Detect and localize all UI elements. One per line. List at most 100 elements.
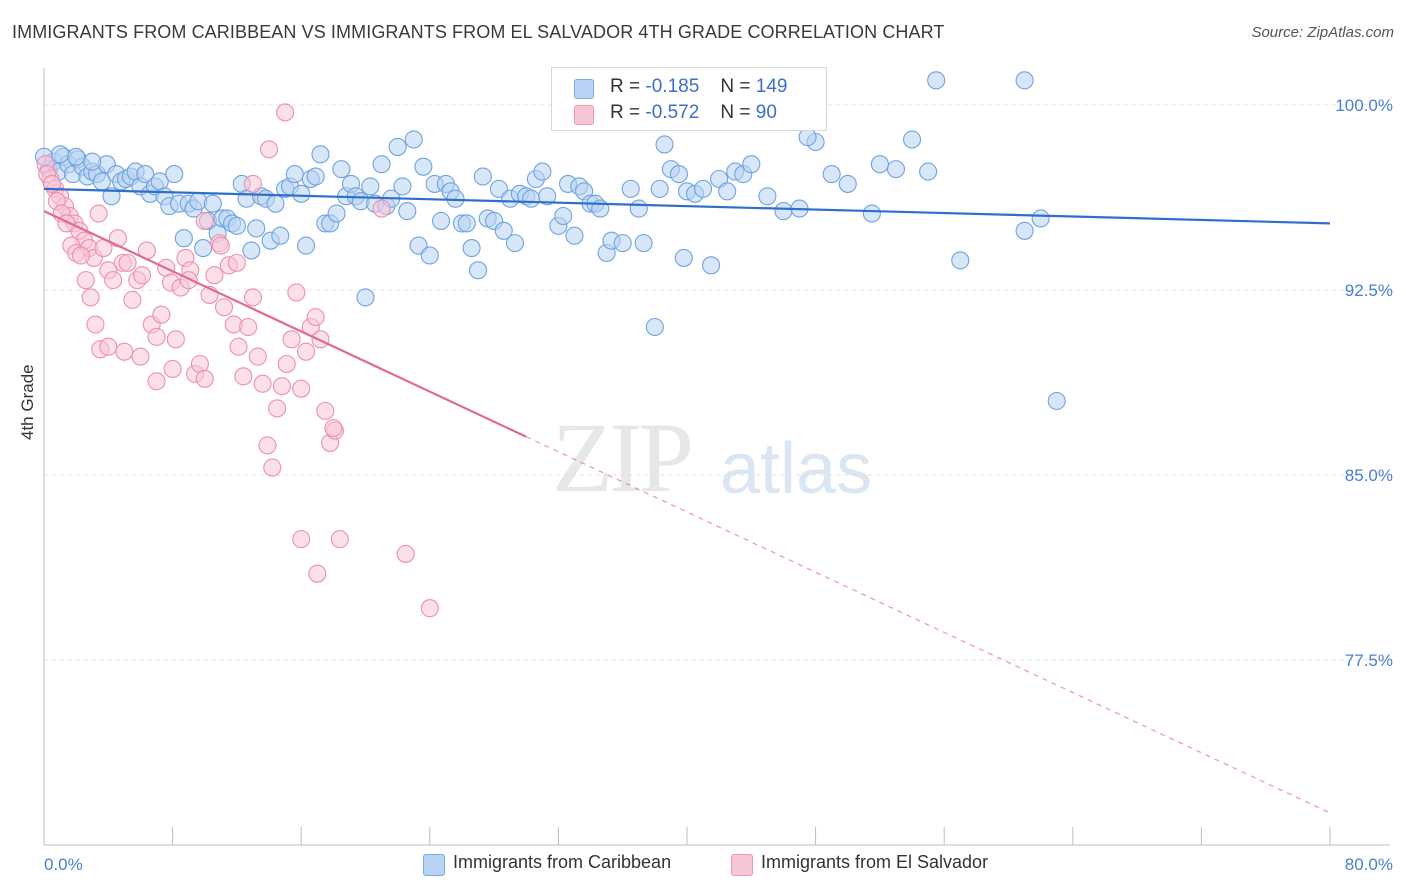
point-el-salvador <box>306 308 325 327</box>
point-caribbean <box>522 189 541 208</box>
point-caribbean <box>242 241 261 260</box>
point-caribbean <box>311 145 330 164</box>
trend-el-salvador-extension <box>525 436 1331 814</box>
point-caribbean <box>332 160 351 179</box>
point-caribbean <box>372 155 391 174</box>
point-caribbean <box>565 226 584 245</box>
point-el-salvador <box>324 419 343 438</box>
y-tick-label: 92.5% <box>1345 281 1393 300</box>
point-caribbean <box>655 135 674 154</box>
trend-caribbean <box>43 187 1331 225</box>
point-el-salvador <box>123 290 142 309</box>
point-el-salvador <box>292 530 311 549</box>
point-el-salvador <box>214 298 234 317</box>
point-el-salvador <box>108 229 127 248</box>
point-caribbean <box>1015 71 1034 90</box>
point-el-salvador <box>268 399 287 418</box>
point-el-salvador <box>133 266 152 285</box>
trend-lines <box>43 187 1331 814</box>
point-el-salvador <box>227 253 246 272</box>
point-caribbean <box>404 130 423 149</box>
point-caribbean <box>457 214 476 233</box>
point-el-salvador <box>239 317 258 337</box>
axes <box>43 68 1390 846</box>
legend-label-el-salvador: Immigrants from El Salvador <box>761 852 989 872</box>
point-caribbean <box>296 236 316 255</box>
point-caribbean <box>621 179 640 198</box>
point-el-salvador <box>259 140 279 159</box>
point-el-salvador <box>276 103 295 122</box>
point-caribbean <box>798 128 817 147</box>
point-caribbean <box>51 145 70 164</box>
point-caribbean <box>629 199 648 218</box>
point-caribbean <box>203 194 222 213</box>
point-caribbean <box>194 239 213 258</box>
point-caribbean <box>538 187 557 206</box>
y-tick-label: 100.0% <box>1335 96 1393 115</box>
point-el-salvador <box>147 372 166 391</box>
point-el-salvador <box>104 271 123 290</box>
point-caribbean <box>902 130 922 149</box>
point-caribbean <box>292 184 311 203</box>
point-caribbean <box>1047 391 1066 411</box>
point-el-salvador <box>330 530 349 549</box>
point-caribbean <box>822 165 841 184</box>
n-value: 90 <box>755 102 777 123</box>
watermark-zip: ZIP <box>552 402 694 513</box>
point-caribbean <box>919 162 938 181</box>
point-caribbean <box>174 229 193 248</box>
point-el-salvador <box>292 379 311 398</box>
point-caribbean <box>505 234 525 253</box>
point-caribbean <box>554 206 573 226</box>
stats-swatch-caribbean <box>574 79 594 99</box>
n-label: N = <box>720 102 751 123</box>
point-caribbean <box>494 221 513 240</box>
point-caribbean <box>669 165 689 184</box>
point-caribbean <box>247 219 266 238</box>
point-el-salvador <box>152 305 171 324</box>
point-el-salvador <box>229 337 248 356</box>
point-caribbean <box>774 202 793 221</box>
point-el-salvador <box>71 246 91 265</box>
point-caribbean <box>742 155 761 174</box>
point-el-salvador <box>81 288 100 307</box>
trend-el-salvador <box>43 210 527 438</box>
point-caribbean <box>356 288 375 307</box>
r-label: R = <box>610 102 641 123</box>
point-caribbean <box>838 174 857 193</box>
point-caribbean <box>414 157 433 176</box>
point-caribbean <box>361 177 380 196</box>
point-el-salvador <box>234 367 253 386</box>
point-el-salvador <box>316 401 335 420</box>
point-el-salvador <box>131 347 150 366</box>
r-label: R = <box>610 76 641 97</box>
y-tick-label: 85.0% <box>1345 466 1393 485</box>
point-caribbean <box>694 179 713 198</box>
point-el-salvador <box>282 330 301 349</box>
r-value: -0.572 <box>645 102 700 123</box>
point-el-salvador <box>115 342 134 361</box>
point-caribbean <box>462 239 481 258</box>
point-caribbean <box>398 202 417 221</box>
point-caribbean <box>432 211 451 230</box>
r-value: -0.185 <box>645 76 700 97</box>
stats-box: R = -0.185 N = 149 R = -0.572 N = 90 <box>551 67 827 131</box>
point-caribbean <box>862 204 881 223</box>
point-el-salvador <box>243 174 263 193</box>
point-el-salvador <box>253 374 272 393</box>
point-caribbean <box>1031 209 1050 228</box>
point-caribbean <box>951 251 970 270</box>
point-caribbean <box>393 177 412 196</box>
point-caribbean <box>702 256 721 275</box>
point-el-salvador <box>296 342 316 361</box>
point-el-salvador <box>372 199 391 218</box>
point-el-salvador <box>89 204 108 223</box>
point-caribbean <box>420 246 439 265</box>
points <box>34 71 1066 618</box>
tick-labels: 100.0% 92.5% 85.0% 77.5% 0.0% 80.0% <box>44 96 1393 874</box>
point-caribbean <box>870 155 889 174</box>
n-value: 149 <box>755 76 788 97</box>
point-el-salvador <box>396 544 415 563</box>
point-caribbean <box>613 234 632 253</box>
chart-title: IMMIGRANTS FROM CARIBBEAN VS IMMIGRANTS … <box>12 22 945 42</box>
